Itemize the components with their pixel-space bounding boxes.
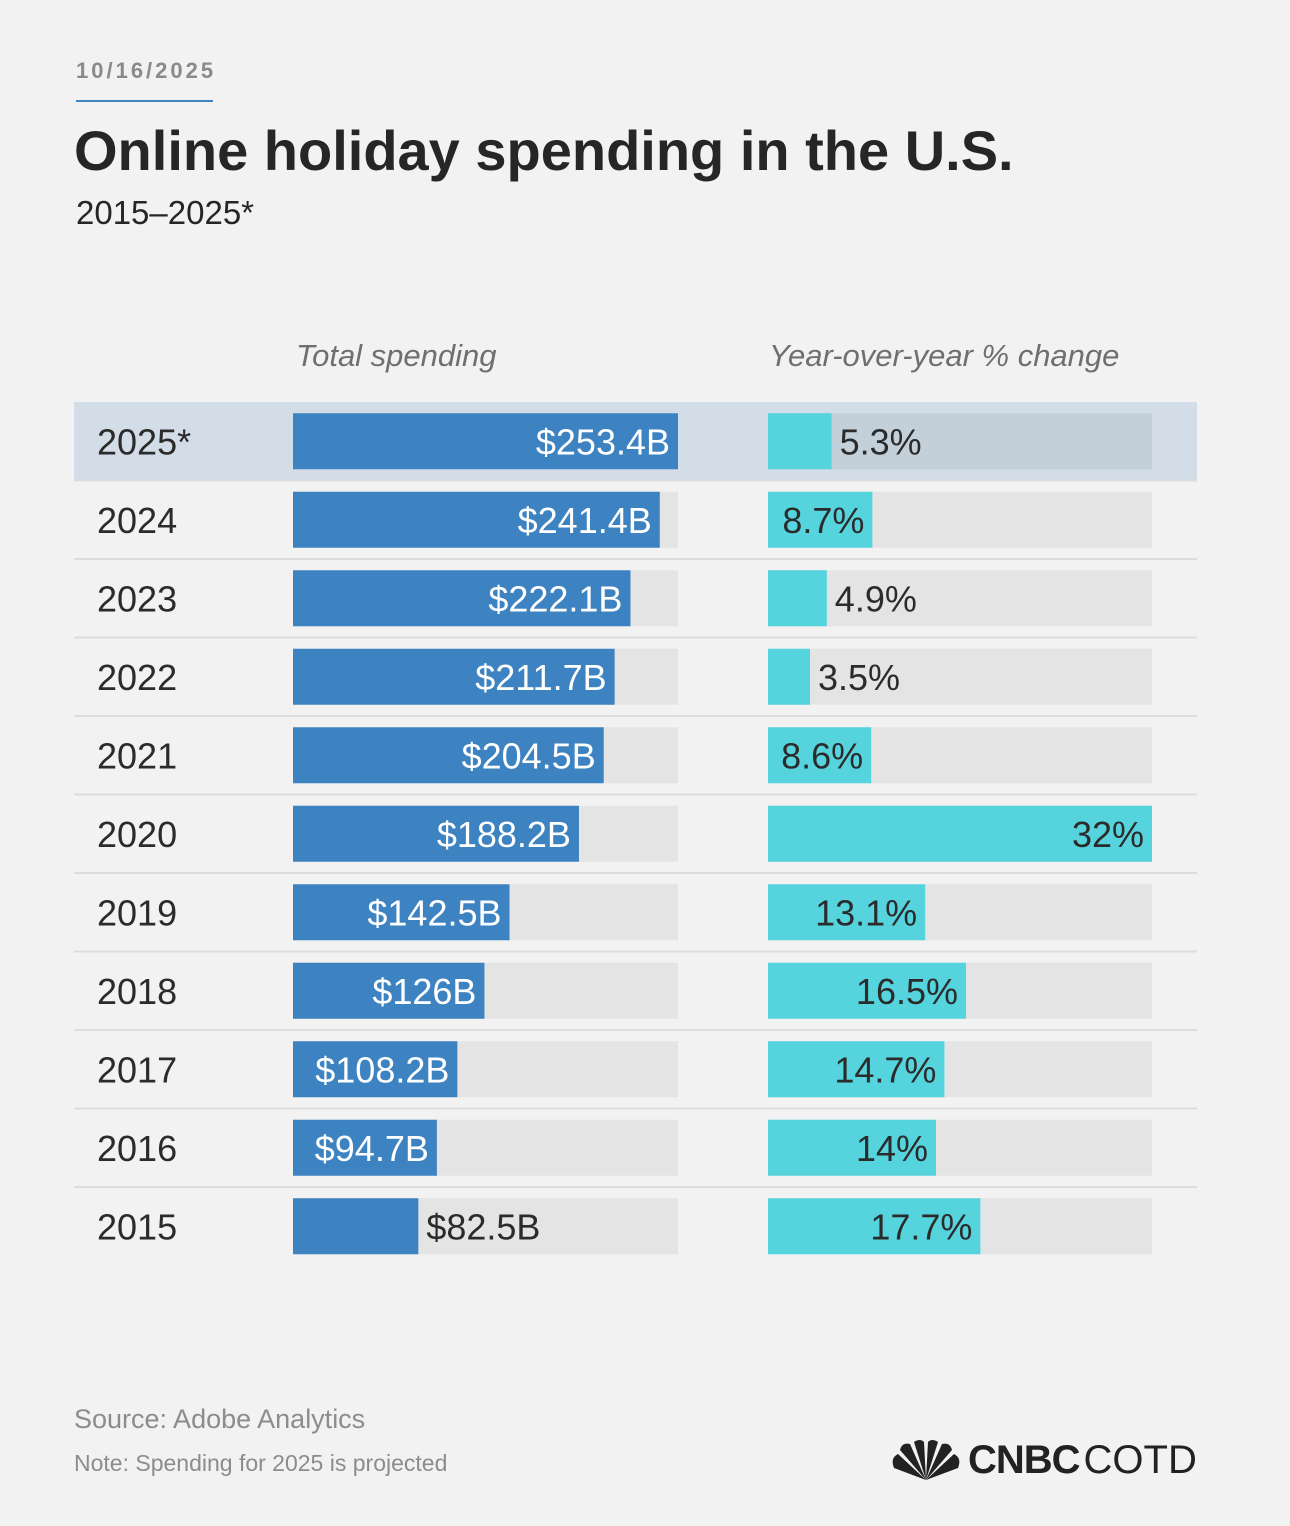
nbc-peacock-icon	[892, 1440, 960, 1480]
year-label: 2016	[97, 1128, 177, 1169]
spending-value-label: $108.2B	[315, 1049, 449, 1090]
row-divider	[74, 950, 1197, 953]
change-bar-track	[768, 648, 1152, 705]
spending-value-label: $211.7B	[475, 657, 606, 698]
year-label: 2019	[97, 892, 177, 933]
year-label: 2018	[97, 971, 177, 1012]
row-divider	[74, 793, 1197, 796]
change-bar	[768, 1198, 981, 1255]
year-label: 2015	[97, 1206, 177, 1247]
change-bar-track	[768, 570, 1152, 627]
spending-bar	[293, 491, 660, 548]
change-bar-track	[768, 413, 1152, 470]
row-divider	[74, 1186, 1197, 1188]
spending-value-label: $188.2B	[437, 814, 571, 855]
change-value-label: 32%	[1072, 814, 1144, 855]
row-divider	[74, 479, 1197, 482]
year-label: 2020	[97, 814, 177, 855]
change-bar	[768, 570, 827, 627]
spending-bar	[293, 1041, 458, 1098]
column-header-yoy-change: Year-over-year % change	[769, 338, 1120, 373]
spending-value-label: $94.7B	[315, 1128, 429, 1169]
year-label: 2021	[97, 735, 177, 776]
column-header-total-spending: Total spending	[296, 338, 497, 373]
change-value-label: 13.1%	[815, 892, 917, 933]
change-bar	[768, 727, 872, 784]
spending-value-label: $222.1B	[488, 578, 622, 619]
change-bar	[768, 491, 873, 548]
year-label: 2023	[97, 578, 177, 619]
year-label: 2024	[97, 500, 177, 541]
change-value-label: 8.7%	[782, 500, 864, 541]
logo-text-cnbc: CNBC	[968, 1437, 1081, 1482]
spending-value-label: $253.4B	[536, 421, 670, 462]
spending-bar	[293, 805, 579, 862]
row-divider	[74, 1107, 1197, 1110]
change-bar	[768, 962, 966, 1019]
spending-bar	[293, 884, 510, 941]
spending-value-label: $142.5B	[367, 892, 501, 933]
row-divider	[74, 558, 1197, 560]
bar-chart: 2025* $253.4B 5.3% 2024 $241.4B 8.7% 2023 $222.…	[74, 402, 1197, 1255]
change-value-label: 5.3%	[840, 421, 922, 462]
spending-bar	[293, 962, 485, 1019]
spending-bar	[293, 1198, 419, 1255]
spending-value-label: $82.5B	[426, 1206, 540, 1247]
spending-bar	[293, 413, 678, 470]
change-value-label: 14%	[856, 1128, 928, 1169]
year-label: 2025*	[97, 421, 191, 462]
date-underline	[76, 100, 213, 102]
date-label: 10/16/2025	[76, 58, 217, 83]
change-value-label: 3.5%	[818, 657, 900, 698]
year-label: 2017	[97, 1049, 177, 1090]
logo-text-cotd: COTD	[1083, 1437, 1197, 1482]
spending-bar	[293, 570, 631, 627]
change-bar	[768, 648, 810, 705]
spending-bar	[293, 648, 615, 705]
chart-subtitle: 2015–2025*	[76, 194, 255, 231]
row-divider	[74, 872, 1197, 874]
row-divider	[74, 715, 1197, 717]
note-text: Note: Spending for 2025 is projected	[74, 1450, 448, 1476]
change-bar	[768, 884, 926, 941]
spending-bar	[293, 1119, 437, 1176]
row-divider	[74, 1029, 1197, 1031]
chart-title: Online holiday spending in the U.S.	[74, 119, 1014, 182]
change-value-label: 8.6%	[781, 735, 863, 776]
change-value-label: 17.7%	[870, 1206, 972, 1247]
spending-value-label: $126B	[372, 971, 476, 1012]
source-text: Source: Adobe Analytics	[74, 1404, 366, 1434]
row-divider	[74, 636, 1197, 639]
change-bar	[768, 1041, 945, 1098]
change-value-label: 16.5%	[856, 971, 958, 1012]
spending-value-label: $241.4B	[518, 500, 652, 541]
change-bar	[768, 413, 832, 470]
change-bar	[768, 1119, 936, 1176]
spending-bar	[293, 727, 604, 784]
spending-value-label: $204.5B	[462, 735, 596, 776]
change-bar	[768, 805, 1152, 862]
year-label: 2022	[97, 657, 177, 698]
cnbc-logo: CNBC COTD	[890, 1436, 1197, 1484]
change-value-label: 14.7%	[834, 1049, 936, 1090]
change-value-label: 4.9%	[835, 578, 917, 619]
